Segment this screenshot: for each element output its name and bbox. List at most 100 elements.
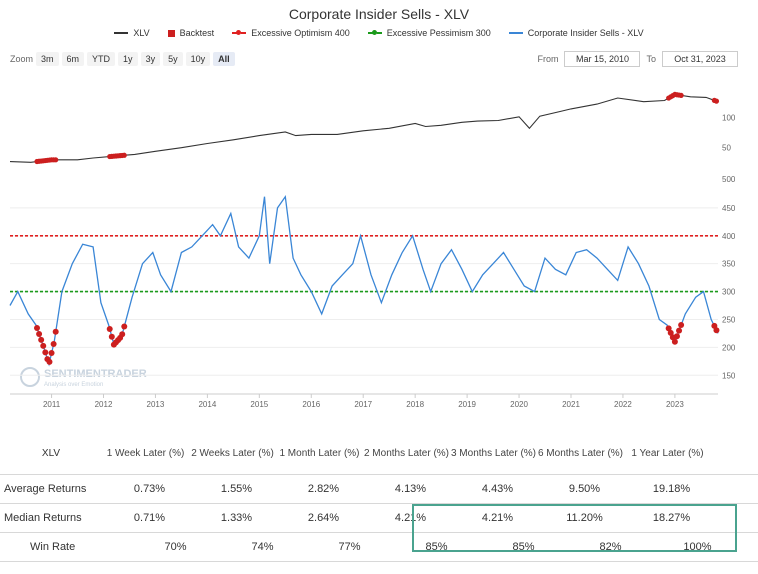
zoom-ytd-button[interactable]: YTD	[87, 52, 116, 66]
legend-item-xlv[interactable]: XLV	[114, 28, 150, 38]
y-tick-label-upper: 500	[722, 175, 736, 184]
table-row-average: Average Returns 0.73% 1.55% 2.82% 4.13% …	[0, 475, 758, 504]
zoom-3m-button[interactable]: 3m	[36, 52, 59, 66]
zoom-6m-button[interactable]: 6m	[61, 52, 85, 66]
zoom-label: Zoom	[10, 54, 34, 64]
legend-label-backtest: Backtest	[179, 28, 215, 38]
header-2months: 2 Months Later (%)	[363, 447, 450, 459]
backtest-marker	[678, 322, 685, 329]
backtest-marker	[667, 329, 674, 336]
legend-item-optimism[interactable]: Excessive Optimism 400	[232, 28, 350, 38]
table-cell: 77%	[338, 541, 361, 553]
table-cell: 4.21%	[481, 512, 514, 524]
legend-label-xlv: XLV	[133, 28, 150, 38]
chart-title: Corporate Insider Sells - XLV	[288, 6, 470, 22]
header-2weeks: 2 Weeks Later (%)	[191, 447, 274, 459]
legend-label-pessimism: Excessive Pessimism 300	[386, 28, 491, 38]
x-tick-label: 2019	[458, 400, 476, 409]
from-date-input[interactable]: Mar 15, 2010	[564, 51, 641, 67]
legend-item-insider[interactable]: Corporate Insider Sells - XLV	[508, 28, 644, 38]
x-tick-label: 2014	[198, 400, 216, 409]
y-tick-label-lower: 350	[722, 260, 736, 269]
backtest-marker	[46, 358, 53, 365]
x-tick-label: 2015	[250, 400, 268, 409]
y-tick-label-upper: 50	[722, 144, 731, 153]
row-label: Average Returns	[4, 483, 87, 495]
header-1month: 1 Month Later (%)	[279, 447, 360, 459]
backtest-marker	[50, 341, 57, 348]
zoom-1y-button[interactable]: 1y	[118, 52, 138, 66]
row-label: Win Rate	[30, 541, 76, 553]
watermark: SENTIMENTRADER Analysis over Emotion	[20, 367, 147, 388]
table-cell: 0.71%	[133, 512, 166, 524]
zoom-3y-button[interactable]: 3y	[140, 52, 161, 66]
zoom-all-button[interactable]: All	[213, 52, 235, 66]
backtest-marker	[34, 325, 41, 332]
table-cell: 19.18%	[652, 483, 691, 495]
from-label: From	[537, 54, 559, 64]
x-tick-label: 2022	[614, 400, 632, 409]
xlv-price-line	[9, 93, 719, 163]
y-tick-label-lower: 400	[722, 232, 736, 241]
header-3months: 3 Months Later (%)	[450, 447, 537, 459]
table-cell: 74%	[251, 541, 274, 553]
backtest-markers	[34, 91, 720, 365]
legend-label-optimism: Excessive Optimism 400	[251, 28, 350, 38]
x-tick-label: 2020	[510, 400, 528, 409]
to-date-input[interactable]: Oct 31, 2023	[662, 51, 738, 67]
x-tick-label: 2017	[354, 400, 372, 409]
watermark-logo-icon	[20, 367, 40, 387]
watermark-tagline: Analysis over Emotion	[44, 382, 103, 388]
legend-item-pessimism[interactable]: Excessive Pessimism 300	[367, 28, 491, 38]
x-tick-label: 2011	[43, 400, 61, 409]
backtest-marker	[121, 323, 128, 330]
table-cell: 4.13%	[394, 483, 427, 495]
to-label: To	[646, 54, 656, 64]
table-cell: 2.64%	[307, 512, 340, 524]
backtest-marker	[676, 327, 683, 334]
backtest-marker	[108, 333, 115, 340]
date-range: From Mar 15, 2010 To Oct 31, 2023	[537, 51, 738, 67]
backtest-marker	[665, 325, 672, 332]
table-cell: 1.33%	[220, 512, 253, 524]
chart-area: SENTIMENTRADER Analysis over Emotion 100…	[9, 91, 736, 409]
y-tick-label-lower: 200	[722, 343, 736, 352]
backtest-marker	[673, 333, 680, 340]
y-tick-label-lower: 300	[722, 288, 736, 297]
header-6months: 6 Months Later (%)	[537, 447, 624, 459]
x-tick-label: 2016	[302, 400, 320, 409]
y-tick-label-upper: 100	[722, 113, 736, 122]
table-row-median: Median Returns 0.71% 1.33% 2.64% 4.21% 4…	[0, 504, 758, 533]
backtest-marker	[38, 336, 45, 343]
x-tick-label: 2012	[95, 400, 113, 409]
header-ticker: XLV	[41, 447, 61, 459]
zoom-10y-button[interactable]: 10y	[185, 52, 211, 66]
table-cell: 18.27%	[652, 512, 691, 524]
legend: XLV Backtest Excessive Optimism 400 Exce…	[0, 28, 758, 38]
y-tick-label-lower: 450	[722, 204, 736, 213]
table-cell: 4.43%	[481, 483, 514, 495]
xlv-line-icon	[114, 32, 129, 34]
table-header: XLV 1 Week Later (%) 2 Weeks Later (%) 1…	[0, 432, 758, 475]
legend-item-backtest[interactable]: Backtest	[167, 28, 215, 38]
backtest-marker	[53, 157, 59, 163]
zoom-5y-button[interactable]: 5y	[163, 52, 183, 66]
table-cell: 2.82%	[307, 483, 340, 495]
optimism-line-icon	[232, 30, 247, 35]
table-cell: 4.21%	[394, 512, 427, 524]
backtest-marker-icon	[167, 29, 175, 37]
legend-label-insider: Corporate Insider Sells - XLV	[527, 28, 644, 38]
backtest-marker	[40, 342, 47, 349]
table-cell: 70%	[164, 541, 187, 553]
backtest-marker	[121, 152, 127, 158]
backtest-marker	[671, 338, 678, 345]
header-1week: 1 Week Later (%)	[106, 447, 185, 459]
axes: 100 50 500 450 400 350 300 250 200 150 2011 2012 201…	[10, 113, 736, 409]
row-label: Median Returns	[4, 512, 82, 524]
x-tick-label: 2021	[562, 400, 580, 409]
y-tick-label-lower: 150	[722, 371, 736, 380]
x-tick-label: 2013	[147, 400, 165, 409]
watermark-name: SENTIMENTRADER	[44, 368, 147, 380]
insider-line-icon	[508, 32, 523, 34]
backtest-marker	[678, 92, 684, 98]
